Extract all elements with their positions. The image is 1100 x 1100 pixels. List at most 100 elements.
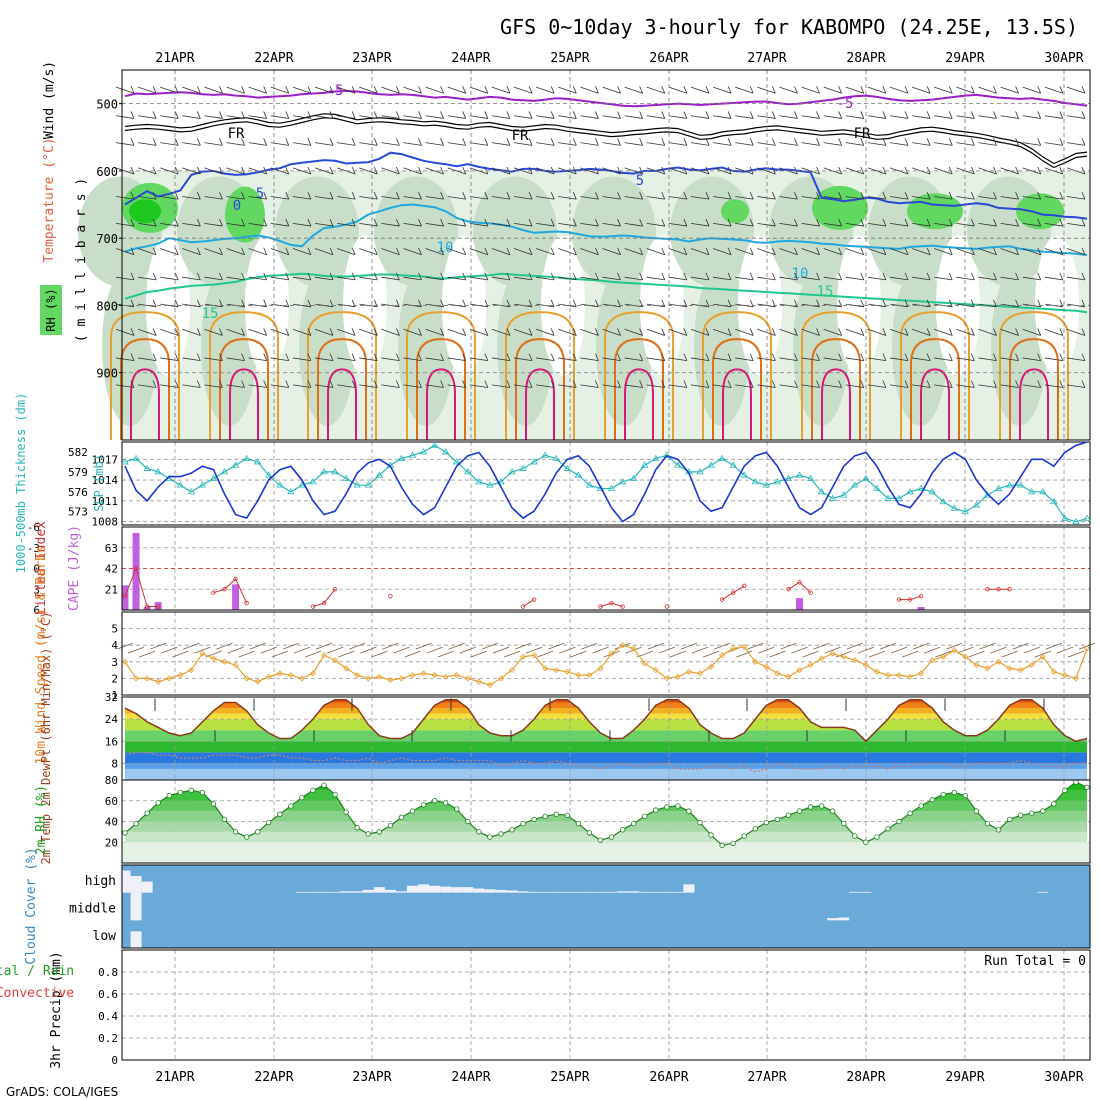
wind10-barb (481, 642, 499, 650)
wind-barb (182, 303, 201, 308)
wind-barb-feather (971, 272, 975, 281)
wind-barb-feather (241, 380, 245, 388)
wind-barb-feather (617, 192, 621, 200)
wind10-barb (736, 650, 753, 658)
wind-barb (558, 384, 577, 388)
wind-barb-feather (926, 192, 931, 200)
wind-barb-feather (307, 272, 312, 281)
wind-barb-feather (639, 353, 644, 361)
wind-barb (514, 222, 533, 227)
wind-barb-feather (617, 111, 621, 119)
wind-barb-feather (196, 138, 201, 146)
wind-barb-feather (440, 166, 444, 175)
thickness-point (1016, 481, 1025, 488)
wind-barb (115, 115, 135, 119)
slp-frame (121, 441, 1091, 526)
wind-barb-feather (484, 353, 489, 361)
wind-barb-feather (219, 86, 223, 94)
wind-barb-feather (174, 111, 179, 119)
wind-barb (912, 328, 931, 336)
wind-barb-feather (904, 247, 909, 255)
wind-barb-feather (130, 86, 135, 94)
wind10-point (376, 673, 383, 680)
thickness-point (430, 441, 439, 448)
dewpt-line (124, 751, 1087, 773)
rh-point (763, 819, 770, 826)
wind-barb (314, 384, 334, 388)
wind-barb (779, 115, 798, 119)
wind-barb-feather (1037, 247, 1042, 255)
wind-barb-feather (285, 166, 290, 175)
wind10-barb (570, 650, 587, 658)
wind10-point (884, 672, 892, 679)
wind-barb-feather (926, 218, 931, 227)
wind-barb-feather (971, 192, 975, 200)
rh-point (133, 820, 139, 827)
wind-barb-feather (241, 272, 245, 281)
wind10-barb (227, 646, 244, 654)
rh-point (266, 819, 272, 826)
wind-barb (226, 86, 245, 94)
wind-barb (823, 384, 842, 388)
thickness-point (508, 468, 516, 475)
wind-barb-feather (196, 247, 201, 255)
wind-barb (735, 142, 754, 146)
x-tick-label-top: 28APR (846, 51, 885, 66)
wind-barb (513, 328, 533, 336)
wind10-barb (404, 650, 421, 658)
wind10-barb (382, 642, 399, 650)
wind-barb (1000, 167, 1019, 175)
wind10-point (707, 663, 715, 670)
wind-barb (204, 86, 223, 94)
wind-barb (160, 167, 179, 175)
wind-barb-feather (860, 380, 865, 388)
wind-barb-feather (506, 138, 511, 146)
wind-barb (447, 115, 466, 119)
wind-barb (491, 86, 511, 94)
wind-barb-feather (617, 328, 621, 336)
wind-barb-feather (771, 380, 776, 388)
li-point (388, 593, 393, 599)
rh-point (885, 826, 891, 832)
wind10-point (387, 676, 394, 684)
wind-barb-feather (528, 86, 533, 94)
wind-barb-feather (683, 353, 688, 361)
wind10-point (542, 665, 549, 672)
wind-barb (602, 222, 621, 227)
wind-barb (292, 115, 311, 119)
wind-barb (248, 276, 267, 281)
wind-barb-feather (816, 111, 820, 119)
wind-barb (668, 328, 688, 336)
wind-barb (668, 357, 687, 362)
wind10-point (343, 665, 350, 672)
wind-barb-feather (462, 328, 467, 336)
isotherm-5 (124, 151, 1088, 220)
wind-barb-feather (838, 353, 843, 361)
wind-barb-feather (860, 328, 865, 336)
wind-barb-feather (904, 111, 909, 119)
wind-barb-feather (860, 353, 865, 361)
wind10-barb (426, 646, 443, 654)
wind-barb (425, 222, 444, 227)
wind-barb (668, 384, 687, 388)
wind-barb (779, 222, 798, 227)
wind-barb-feather (285, 218, 290, 227)
wind-barb-feather (351, 138, 356, 146)
rh-point (973, 808, 980, 814)
wind-barb-feather (351, 353, 356, 361)
thickness-point (663, 451, 671, 458)
wind10-point (630, 645, 637, 652)
cloud-low-bar (130, 931, 142, 948)
wind-barb-feather (506, 380, 511, 388)
wind-barb-feather (904, 328, 909, 336)
wind-barb-feather (373, 272, 378, 281)
wind10-barb (415, 642, 432, 650)
rh-point (199, 789, 206, 796)
rh-tick: 40 (105, 816, 118, 829)
wind-barb (292, 142, 311, 146)
wind-barb-feather (152, 353, 157, 361)
wind-barb (138, 276, 157, 281)
wind-barb-feather (130, 218, 135, 227)
wind-barb (337, 222, 356, 227)
wind-barb (403, 86, 422, 94)
